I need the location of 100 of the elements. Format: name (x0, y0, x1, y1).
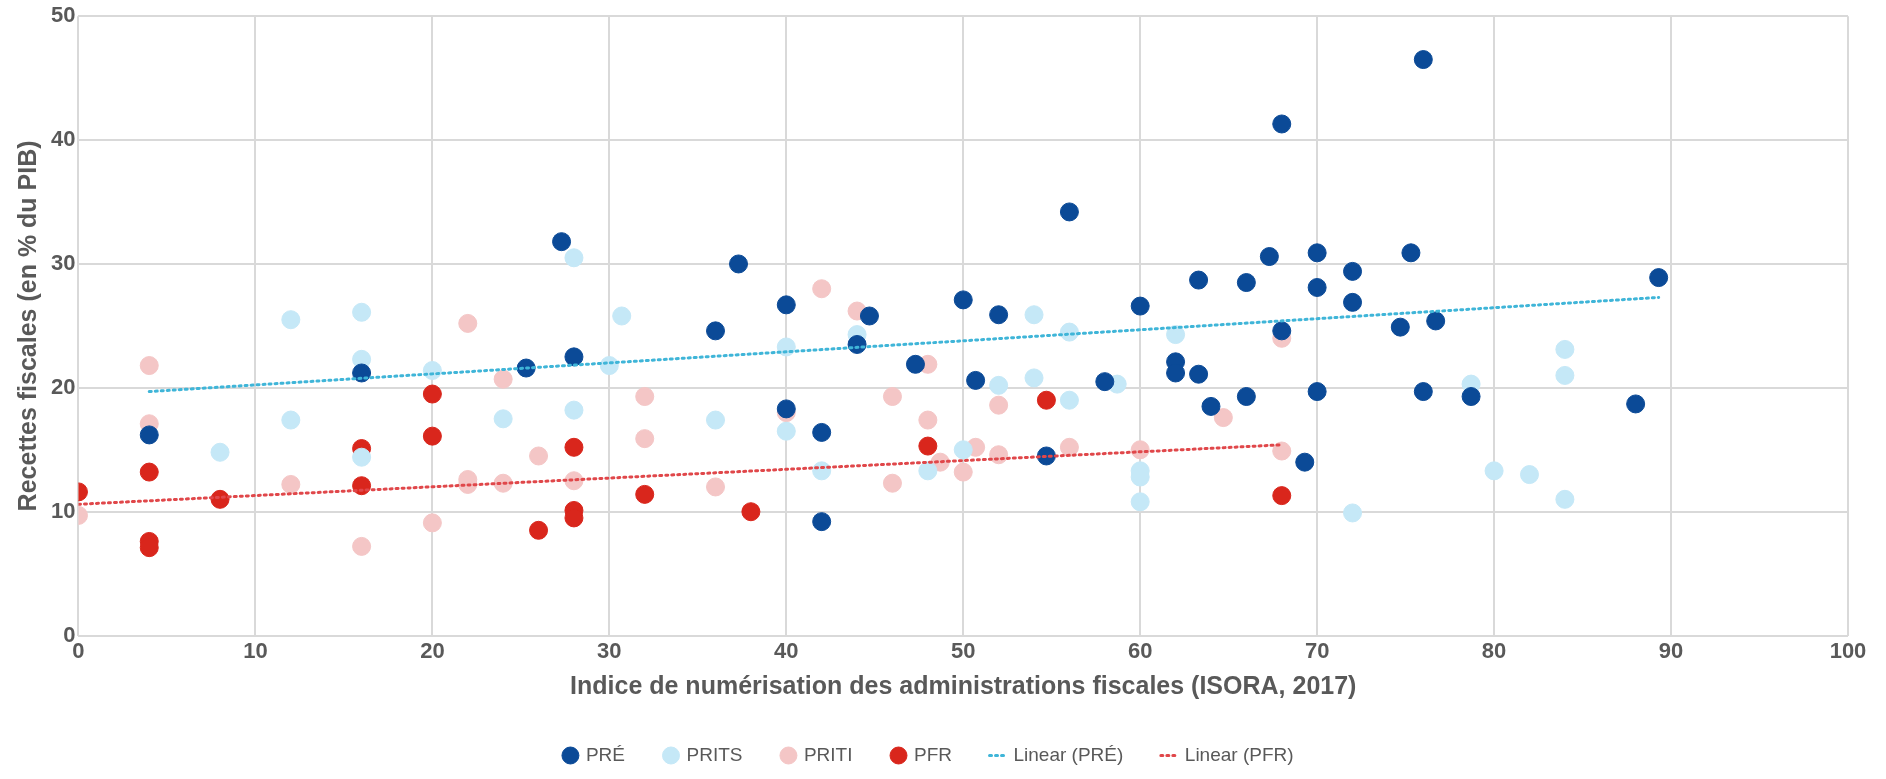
point (1401, 243, 1421, 263)
point (1272, 486, 1292, 506)
point (552, 232, 572, 252)
point (1307, 382, 1327, 402)
point (1519, 465, 1539, 485)
legend-label: Linear (PFR) (1184, 743, 1294, 765)
point (953, 290, 973, 310)
x-tick-label: 40 (774, 637, 799, 663)
point (859, 306, 879, 326)
point (1024, 305, 1044, 325)
point (918, 461, 938, 481)
point (281, 310, 301, 330)
point (281, 410, 301, 430)
point (1390, 317, 1410, 337)
point (1272, 441, 1292, 461)
legend-label: PFR (914, 743, 953, 765)
point (564, 248, 584, 268)
x-tick-label: 30 (597, 637, 622, 663)
y-axis-title: Recettes fiscales (en % du PIB) (12, 140, 41, 512)
point (1189, 364, 1209, 384)
point (1307, 278, 1327, 297)
point (1024, 368, 1044, 388)
point (989, 305, 1009, 325)
point (741, 502, 761, 522)
point (458, 313, 478, 333)
point (529, 520, 549, 540)
point (882, 387, 902, 407)
point (1484, 461, 1504, 481)
point (635, 387, 655, 407)
x-tick-label: 90 (1658, 637, 1684, 663)
point (1236, 273, 1256, 293)
point (352, 447, 372, 467)
x-tick-label: 10 (243, 637, 268, 663)
point (1213, 408, 1233, 428)
point (422, 513, 442, 533)
point (1295, 452, 1315, 472)
point (1649, 268, 1669, 288)
point (1555, 365, 1575, 385)
point (776, 421, 796, 441)
point (281, 474, 301, 494)
point (812, 512, 832, 532)
x-tick-label: 50 (950, 637, 976, 663)
y-tick-label: 50 (50, 2, 76, 28)
point (1272, 321, 1292, 341)
point (352, 536, 372, 556)
point (918, 410, 938, 430)
point (493, 409, 513, 429)
point (1259, 247, 1279, 267)
point (706, 321, 725, 341)
point (635, 429, 655, 449)
point (1130, 296, 1150, 316)
point (812, 279, 832, 299)
point (564, 400, 584, 420)
point (953, 462, 973, 482)
point (953, 440, 973, 460)
x-tick-label: 60 (1127, 637, 1153, 663)
point (1059, 390, 1079, 410)
x-tick-label: 100 (1829, 637, 1867, 663)
point (139, 356, 159, 376)
point (529, 446, 549, 466)
legend-label: Linear (PRÉ) (1013, 743, 1124, 765)
y-tick-label: 40 (50, 126, 76, 152)
point (1555, 489, 1575, 509)
point (1130, 492, 1150, 512)
point (612, 306, 632, 326)
point (1626, 394, 1646, 414)
point (1413, 382, 1433, 402)
point (918, 436, 938, 456)
point (729, 254, 749, 274)
point (882, 473, 902, 493)
point (905, 354, 925, 374)
point (422, 384, 442, 404)
point (1461, 387, 1481, 407)
point (139, 425, 159, 445)
point (776, 295, 796, 315)
point (706, 410, 725, 430)
point (1166, 325, 1186, 345)
point (1307, 243, 1327, 263)
point (989, 375, 1009, 395)
x-tick-label: 70 (1304, 637, 1330, 663)
point (564, 347, 584, 367)
point (1036, 390, 1056, 410)
point (352, 302, 372, 322)
point (1413, 50, 1433, 70)
point (564, 437, 584, 457)
point (1343, 261, 1363, 281)
point (1272, 114, 1292, 134)
point (966, 370, 986, 390)
legend-label: PRÉ (585, 743, 626, 765)
point (1189, 270, 1209, 290)
point (493, 369, 513, 389)
point (1236, 387, 1256, 407)
point (210, 442, 230, 462)
point (989, 395, 1009, 415)
point (139, 462, 159, 482)
point (1343, 292, 1363, 312)
x-tick-label: 80 (1481, 637, 1507, 663)
point (1343, 503, 1363, 523)
y-tick-label: 30 (50, 250, 76, 276)
point (706, 477, 725, 497)
